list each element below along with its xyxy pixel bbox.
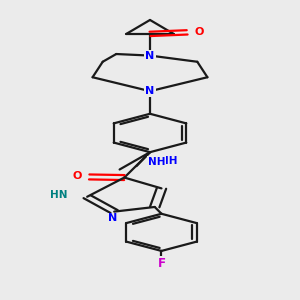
Text: NH: NH: [160, 156, 178, 166]
Text: F: F: [158, 257, 166, 270]
Text: NH: NH: [148, 157, 166, 167]
Text: O: O: [72, 171, 82, 181]
Text: N: N: [108, 213, 118, 224]
Text: O: O: [195, 27, 204, 37]
Text: N: N: [146, 86, 154, 96]
Text: N: N: [146, 51, 154, 61]
Text: HN: HN: [50, 190, 68, 200]
